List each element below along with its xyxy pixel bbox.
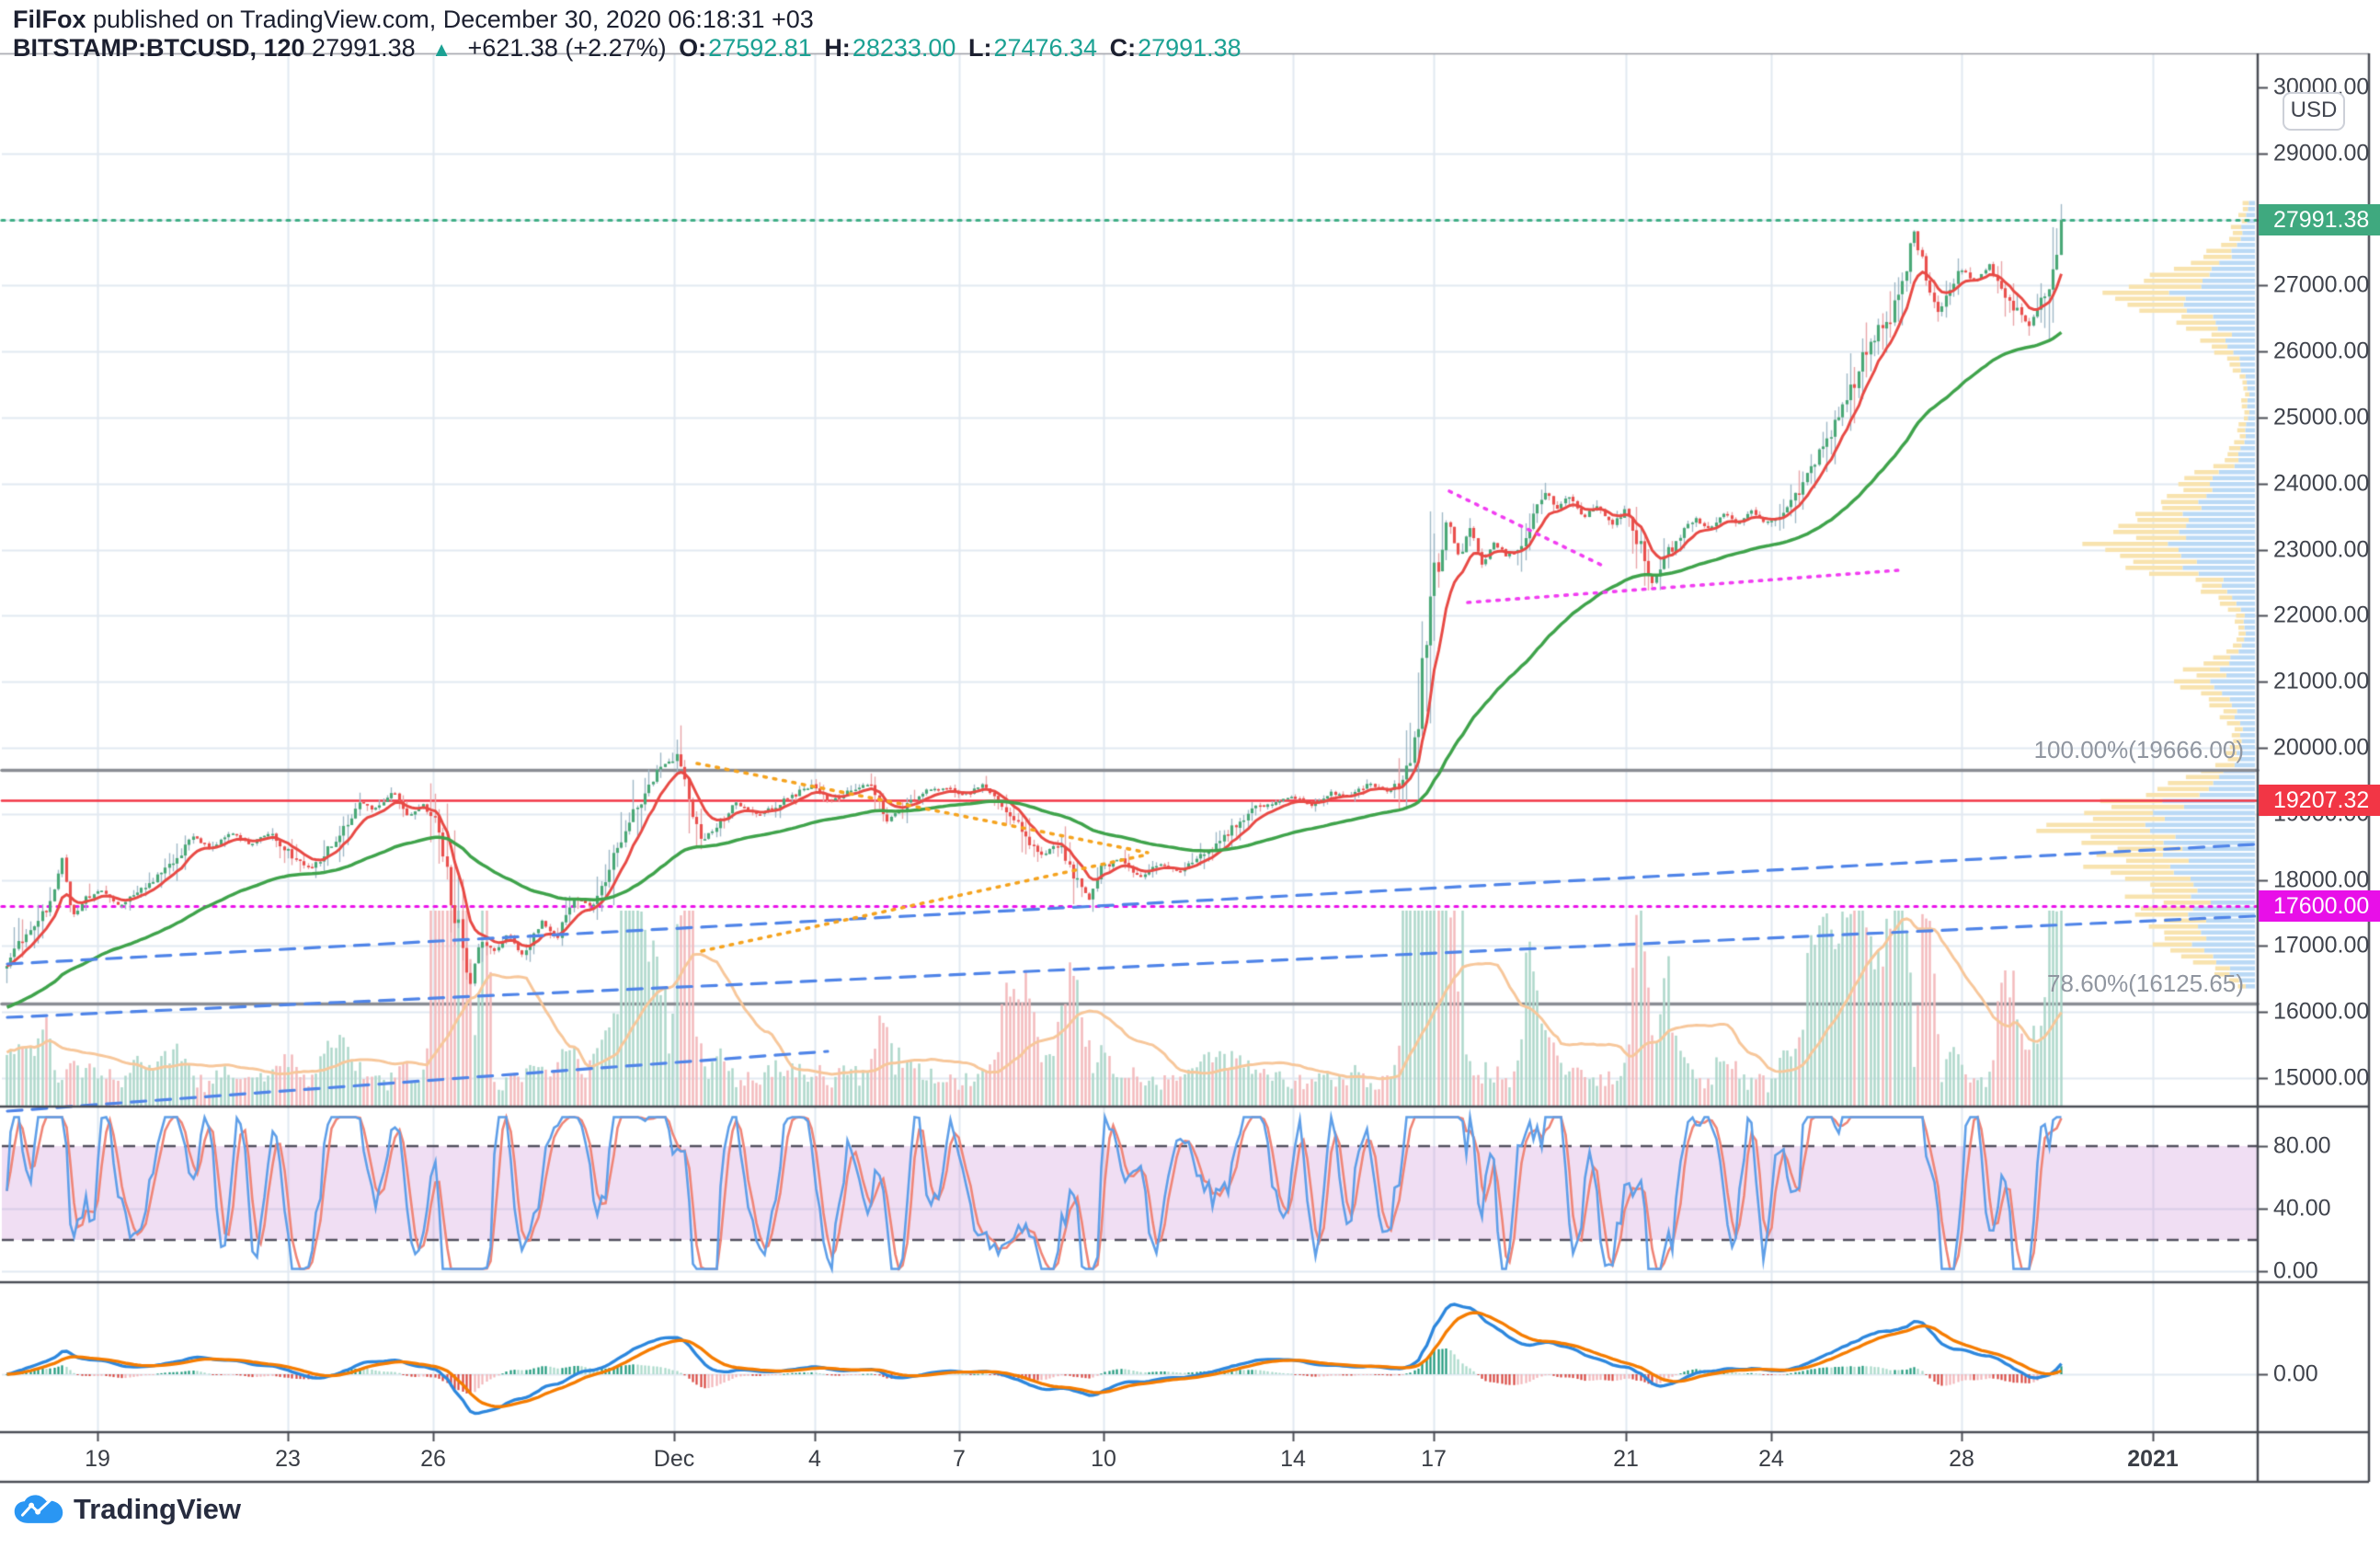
high-value: 28233.00 — [852, 34, 956, 62]
last-price: 27991.38 — [312, 34, 416, 62]
up-triangle-icon: ▲ — [431, 38, 452, 61]
high-label: H: — [824, 34, 851, 62]
tradingview-cloud-icon — [14, 1495, 63, 1523]
symbol-title: BITSTAMP:BTCUSD, 120 — [13, 34, 305, 62]
publish-line: FilFox published on TradingView.com, Dec… — [13, 6, 814, 33]
tradingview-logo[interactable]: TradingView — [13, 1492, 241, 1527]
symbol-line: BITSTAMP:BTCUSD, 120 27991.38 ▲ +621.38 … — [13, 34, 1247, 63]
price-change: +621.38 (+2.27%) — [467, 34, 667, 62]
publisher-name: FilFox — [13, 6, 86, 33]
tradingview-logo-text: TradingView — [74, 1493, 242, 1525]
currency-toggle-button[interactable]: USD — [2283, 92, 2345, 131]
open-value: 27592.81 — [708, 34, 812, 62]
open-label: O: — [679, 34, 707, 62]
close-label: C: — [1109, 34, 1137, 62]
chart-header: FilFox published on TradingView.com, Dec… — [13, 6, 1247, 63]
close-value: 27991.38 — [1138, 34, 1241, 62]
low-value: 27476.34 — [993, 34, 1098, 62]
low-label: L: — [967, 34, 992, 62]
